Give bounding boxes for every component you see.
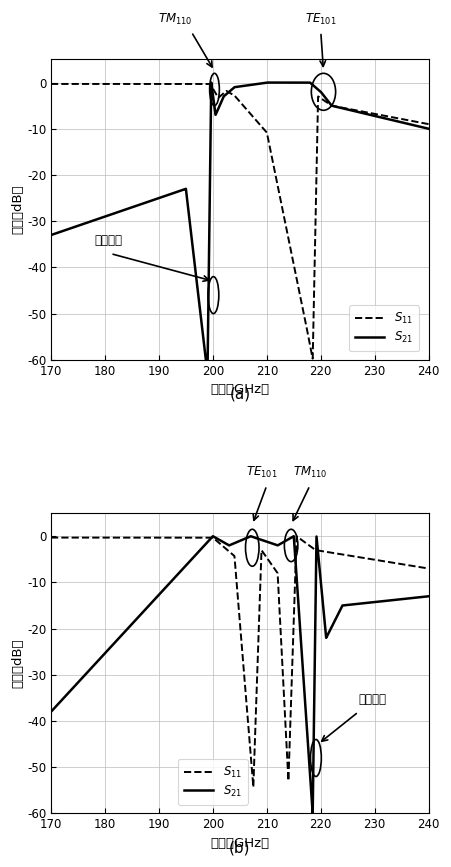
$S_{21}$ [426, 124, 432, 134]
$S_{11}$ [193, 532, 198, 543]
$S_{11}$ [48, 532, 54, 543]
$S_{21}$ [264, 77, 270, 88]
$S_{11}$ [48, 79, 54, 89]
Text: $TE_{101}$: $TE_{101}$ [246, 465, 277, 480]
X-axis label: 频率（GHz）: 频率（GHz） [210, 383, 269, 396]
$S_{21}$ [205, 368, 210, 379]
$S_{21}$ [275, 77, 281, 88]
$S_{21}$ [275, 540, 281, 551]
$S_{21}$ [248, 531, 253, 541]
Legend: $S_{11}$, $S_{21}$: $S_{11}$, $S_{21}$ [178, 759, 248, 805]
$S_{11}$ [359, 552, 364, 563]
$S_{11}$ [310, 354, 315, 364]
$S_{11}$ [330, 101, 336, 111]
Line: $S_{21}$: $S_{21}$ [51, 536, 429, 812]
$S_{21}$ [117, 632, 122, 642]
$S_{11}$ [426, 564, 432, 574]
$S_{21}$ [117, 206, 122, 217]
$S_{21}$ [330, 101, 336, 111]
Line: $S_{21}$: $S_{21}$ [51, 82, 429, 374]
$S_{11}$ [275, 568, 281, 578]
Legend: $S_{11}$, $S_{21}$: $S_{11}$, $S_{21}$ [349, 305, 419, 351]
$S_{21}$ [294, 77, 299, 88]
$S_{21}$ [48, 707, 54, 717]
Line: $S_{11}$: $S_{11}$ [51, 536, 429, 787]
Y-axis label: 幅度（dB）: 幅度（dB） [11, 638, 24, 688]
$S_{11}$ [294, 273, 299, 284]
$S_{11}$ [117, 532, 122, 543]
$S_{11}$ [359, 106, 364, 116]
Text: 传输零点: 传输零点 [359, 693, 387, 706]
$S_{11}$ [193, 79, 198, 89]
$S_{11}$ [330, 548, 336, 558]
$S_{21}$ [359, 108, 364, 118]
$S_{21}$ [330, 619, 336, 629]
Text: (b): (b) [229, 840, 251, 856]
$S_{11}$ [117, 79, 122, 89]
$S_{11}$ [426, 119, 432, 129]
$S_{21}$ [193, 264, 198, 275]
$S_{11}$ [251, 782, 256, 792]
Text: 传输零点: 传输零点 [94, 234, 122, 247]
$S_{11}$ [294, 531, 299, 542]
Text: $TE_{101}$: $TE_{101}$ [305, 11, 336, 27]
$S_{11}$ [294, 531, 299, 541]
$S_{21}$ [193, 550, 198, 560]
$S_{21}$ [359, 598, 364, 609]
Y-axis label: 幅度（dB）: 幅度（dB） [11, 185, 24, 234]
$S_{21}$ [48, 230, 54, 240]
Text: $TM_{110}$: $TM_{110}$ [293, 465, 327, 480]
Line: $S_{11}$: $S_{11}$ [51, 84, 429, 359]
$S_{21}$ [426, 591, 432, 602]
$S_{21}$ [310, 807, 315, 818]
X-axis label: 频率（GHz）: 频率（GHz） [210, 837, 269, 850]
Text: $TM_{110}$: $TM_{110}$ [158, 11, 192, 27]
Text: (a): (a) [229, 387, 250, 401]
$S_{21}$ [294, 574, 299, 584]
$S_{11}$ [275, 179, 280, 190]
